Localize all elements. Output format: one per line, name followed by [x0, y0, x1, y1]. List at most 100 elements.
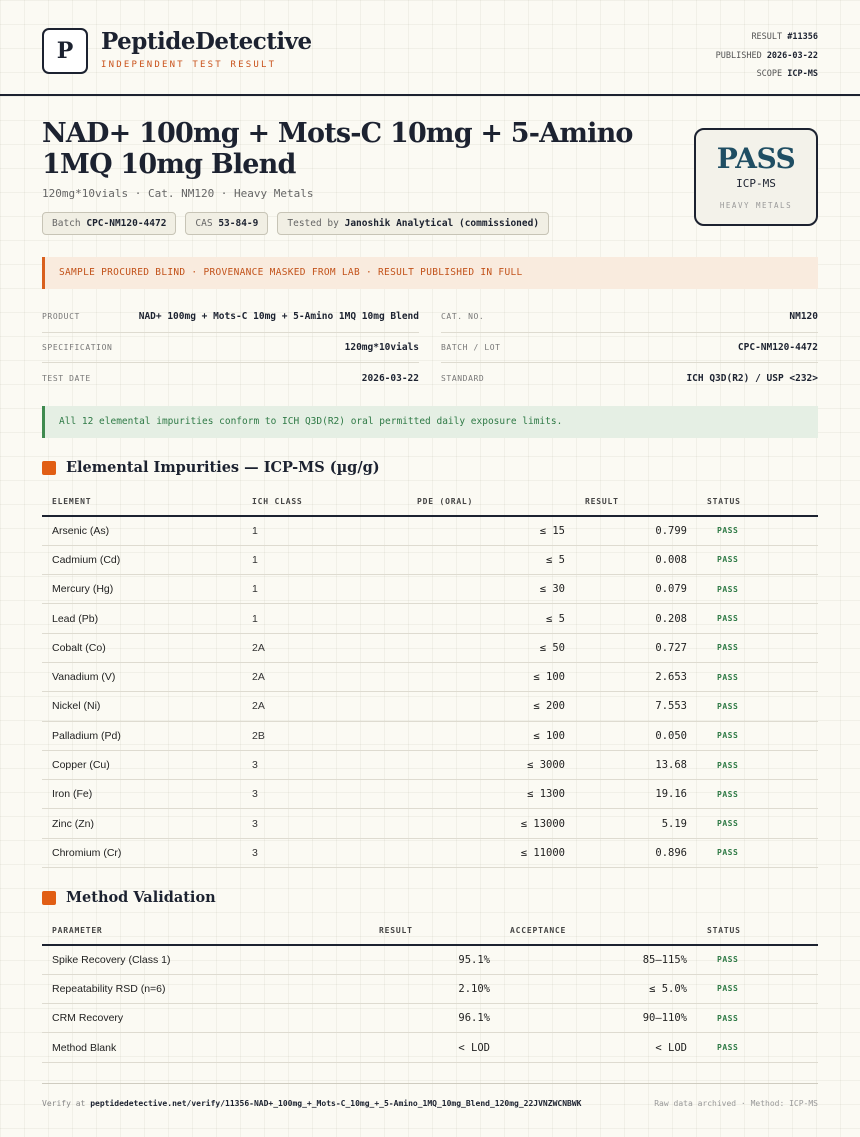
element-name: Cobalt (Co) [42, 633, 242, 663]
table-row: Lead (Pb) 1 ≤ 5 0.208 PASS [42, 603, 818, 634]
result-value: 0.079 [575, 574, 697, 605]
info-row: SPECIFICATION 120mg*10vials [42, 333, 419, 363]
info-row: CAT. NO. NM120 [441, 302, 818, 333]
published-date: PUBLISHED 2026-03-22 [715, 50, 818, 61]
result-value: 7.553 [575, 691, 697, 722]
result-value: < LOD [342, 1032, 500, 1063]
acceptance-range: 85–115% [500, 945, 697, 975]
ich-class: 1 [242, 545, 407, 576]
brand-subtitle: INDEPENDENT TEST RESULT [101, 60, 277, 70]
pde-limit: ≤ 13000 [407, 808, 575, 839]
stamp-result: PASS [716, 142, 796, 175]
status-badge: PASS [697, 808, 818, 839]
validation-title: Method Validation [66, 889, 216, 906]
table-row: Chromium (Cr) 3 ≤ 11000 0.896 PASS [42, 838, 818, 869]
status-badge: PASS [697, 633, 818, 663]
parameter-name: Method Blank [42, 1032, 342, 1063]
parameter-name: CRM Recovery [42, 1003, 342, 1034]
table-header-row: PARAMETER RESULT ACCEPTANCE STATUS [42, 917, 818, 946]
batch-pill: Batch CPC-NM120-4472 [42, 212, 177, 235]
pass-stamp: PASS ICP-MS HEAVY METALS [694, 128, 818, 226]
info-grid-left: PRODUCT NAD+ 100mg + Mots-C 10mg + 5-Amin… [42, 302, 419, 394]
acceptance-range: 90–110% [500, 1003, 697, 1034]
table-row: Mercury (Hg) 1 ≤ 30 0.079 PASS [42, 574, 818, 605]
status-badge: PASS [697, 545, 818, 576]
info-pills: Batch CPC-NM120-4472 CAS 53-84-9 Tested … [42, 212, 550, 235]
info-grid-right: CAT. NO. NM120 BATCH / LOT CPC-NM120-4472 … [441, 302, 818, 394]
result-value: 0.896 [575, 838, 697, 869]
validation-section-header: Method Validation [42, 889, 216, 906]
status-badge: PASS [697, 691, 818, 722]
table-row: Spike Recovery (Class 1) 95.1% 85–115% PASS [42, 945, 818, 975]
section-marker-icon [42, 890, 56, 905]
pde-limit: ≤ 3000 [407, 750, 575, 781]
pde-limit: ≤ 200 [407, 691, 575, 722]
acceptance-range: < LOD [500, 1032, 697, 1063]
status-badge: PASS [697, 1003, 818, 1034]
ich-class: 2A [242, 633, 407, 663]
pde-limit: ≤ 30 [407, 574, 575, 605]
ich-class: 2B [242, 721, 407, 751]
ich-class: 3 [242, 808, 407, 839]
element-name: Copper (Cu) [42, 750, 242, 781]
pde-limit: ≤ 50 [407, 633, 575, 663]
element-name: Lead (Pb) [42, 603, 242, 634]
result-value: 13.68 [575, 750, 697, 781]
table-row: Cadmium (Cd) 1 ≤ 5 0.008 PASS [42, 545, 818, 576]
result-meta: RESULT #11356 PUBLISHED 2026-03-22 SCOPE… [716, 28, 818, 84]
pde-limit: ≤ 100 [407, 721, 575, 751]
result-value: 19.16 [575, 779, 697, 810]
result-value: 95.1% [342, 945, 500, 975]
element-name: Chromium (Cr) [42, 838, 242, 869]
element-name: Zinc (Zn) [42, 808, 242, 839]
pde-limit: ≤ 1300 [407, 779, 575, 810]
table-row: Palladium (Pd) 2B ≤ 100 0.050 PASS [42, 721, 818, 751]
page-subtitle: 120mg*10vials · Cat. NM120 · Heavy Metal… [42, 187, 314, 200]
result-number: RESULT #11356 [751, 32, 818, 42]
verify-link[interactable]: peptidedetective.net/verify/11356-NAD+_1… [90, 1099, 582, 1108]
status-badge: PASS [697, 1032, 818, 1063]
result-value: 0.208 [575, 603, 697, 634]
table-row: Arsenic (As) 1 ≤ 15 0.799 PASS [42, 516, 818, 546]
status-badge: PASS [697, 945, 818, 975]
status-badge: PASS [697, 662, 818, 693]
status-badge: PASS [697, 721, 818, 751]
element-name: Vanadium (V) [42, 662, 242, 693]
table-row: Vanadium (V) 2A ≤ 100 2.653 PASS [42, 662, 818, 693]
status-badge: PASS [697, 516, 818, 546]
parameter-name: Repeatability RSD (n=6) [42, 974, 342, 1005]
table-row: Copper (Cu) 3 ≤ 3000 13.68 PASS [42, 750, 818, 781]
info-row: BATCH / LOT CPC-NM120-4472 [441, 333, 818, 363]
element-name: Iron (Fe) [42, 779, 242, 810]
ich-class: 3 [242, 779, 407, 810]
result-value: 5.19 [575, 808, 697, 839]
table-row: Iron (Fe) 3 ≤ 1300 19.16 PASS [42, 779, 818, 810]
ich-class: 3 [242, 750, 407, 781]
element-name: Palladium (Pd) [42, 721, 242, 751]
info-row: TEST DATE 2026-03-22 [42, 372, 419, 384]
pde-limit: ≤ 100 [407, 662, 575, 693]
status-badge: PASS [697, 838, 818, 869]
element-name: Nickel (Ni) [42, 691, 242, 722]
pde-limit: ≤ 5 [407, 545, 575, 576]
pde-limit: ≤ 5 [407, 603, 575, 634]
scope: SCOPE ICP-MS [756, 69, 818, 79]
ich-class: 1 [242, 603, 407, 634]
table-row: Repeatability RSD (n=6) 2.10% ≤ 5.0% PASS [42, 974, 818, 1005]
result-value: 0.050 [575, 721, 697, 751]
conformance-banner: All 12 elemental impurities conform to I… [42, 406, 818, 438]
info-row: PRODUCT NAD+ 100mg + Mots-C 10mg + 5-Amin… [42, 302, 419, 333]
element-name: Mercury (Hg) [42, 574, 242, 605]
page-header: P PeptideDetective INDEPENDENT TEST RESU… [0, 0, 860, 96]
table-row: Nickel (Ni) 2A ≤ 200 7.553 PASS [42, 691, 818, 722]
element-name: Cadmium (Cd) [42, 545, 242, 576]
ich-class: 1 [242, 574, 407, 605]
table-header-row: ELEMENT ICH CLASS PDE (ORAL) RESULT STAT… [42, 488, 818, 517]
footer-archive-note: Raw data archived · Method: ICP-MS [654, 1099, 818, 1108]
status-badge: PASS [697, 603, 818, 634]
footer-divider [42, 1083, 818, 1084]
stamp-scope: HEAVY METALS [719, 201, 793, 210]
table-row: Zinc (Zn) 3 ≤ 13000 5.19 PASS [42, 808, 818, 839]
tested-by-pill: Tested by Janoshik Analytical (commissio… [277, 212, 550, 235]
verify-text: Verify at peptidedetective.net/verify/11… [42, 1099, 582, 1108]
